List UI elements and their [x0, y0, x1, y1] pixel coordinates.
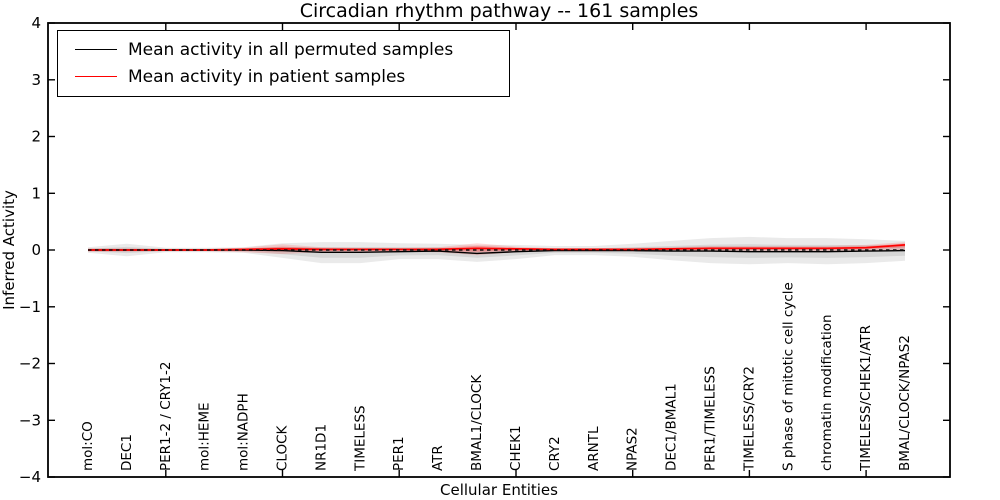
y-tick-label: 2: [31, 128, 41, 146]
x-tick-label: CHEK1: [508, 425, 524, 471]
x-tick-label: TIMELESS: [352, 405, 368, 472]
chart-title: Circadian rhythm pathway -- 161 samples: [299, 0, 699, 22]
patient-line-swatch: [75, 76, 117, 77]
y-tick-label: 4: [31, 14, 41, 32]
x-tick-label: ATR: [430, 445, 446, 471]
x-tick-label: mol:HEME: [197, 402, 213, 471]
axis-ticks: [48, 22, 950, 478]
x-tick-label: BMAL1/CLOCK: [469, 374, 485, 471]
y-tick-label: 1: [31, 184, 41, 202]
x-tick-label: NPAS2: [625, 427, 641, 471]
x-tick-label: CRY2: [547, 436, 563, 471]
y-tick-label: −3: [19, 411, 41, 429]
x-tick-label: mol:CO: [80, 421, 96, 471]
permuted-line-swatch: [75, 49, 117, 50]
x-tick-label: DEC1/BMAL1: [664, 383, 680, 471]
x-tick-label: mol:NADPH: [236, 393, 252, 471]
x-tick-label: DEC1: [119, 434, 135, 471]
x-tick-label: PER1/TIMELESS: [703, 366, 719, 471]
x-tick-label: BMAL/CLOCK/NPAS2: [897, 335, 913, 471]
x-axis-label: Cellular Entities: [440, 481, 558, 499]
x-tick-label: PER1-2 / CRY1-2: [158, 362, 174, 471]
x-tick-label: S phase of mitotic cell cycle: [780, 282, 796, 471]
legend-label-patient: Mean activity in patient samples: [128, 66, 406, 87]
x-tick-label: PER1: [391, 436, 407, 471]
x-tick-labels: mol:CO DEC1 PER1-2 / CRY1-2 mol:HEME mol:NAD…: [80, 282, 913, 472]
legend-item-patient: Mean activity in patient samples: [58, 63, 509, 90]
y-tick-label: 3: [31, 71, 41, 89]
y-tick-labels: 4 3 2 1 0 −1 −2 −3 −4: [19, 14, 41, 486]
y-tick-label: −4: [19, 468, 41, 486]
y-tick-label: 0: [31, 241, 41, 259]
x-tick-label: chromatin modification: [819, 314, 835, 471]
legend-item-permuted: Mean activity in all permuted samples: [58, 36, 509, 63]
y-tick-label: −2: [19, 355, 41, 373]
legend: Mean activity in all permuted samples Me…: [57, 30, 510, 97]
x-tick-label: TIMELESS/CHEK1/ATR: [858, 325, 874, 472]
y-tick-label: −1: [19, 298, 41, 316]
x-tick-label: NR1D1: [313, 424, 329, 471]
legend-label-permuted: Mean activity in all permuted samples: [128, 39, 454, 60]
x-tick-label: TIMELESS/CRY2: [741, 366, 757, 472]
x-tick-label: CLOCK: [275, 424, 291, 471]
x-tick-label: ARNTL: [586, 426, 602, 471]
